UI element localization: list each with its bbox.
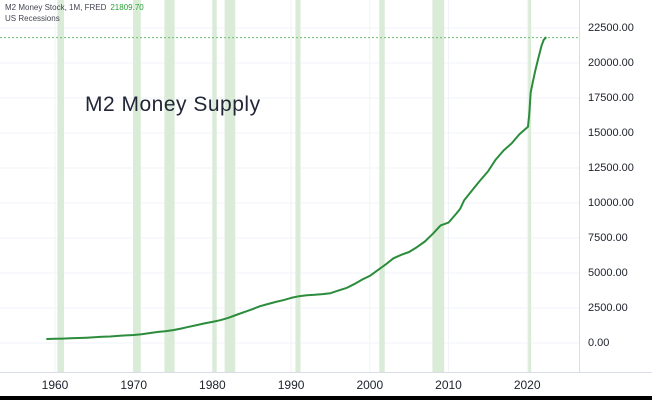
legend-series-value: 21809.70	[110, 3, 144, 12]
legend-main-series[interactable]: M2 Money Stock, 1M, FRED 21809.70	[5, 2, 144, 13]
price-axis-label: 0.00	[588, 337, 610, 349]
chart-legend: M2 Money Stock, 1M, FRED 21809.70 US Rece…	[5, 2, 144, 24]
price-axis-label: 2500.00	[588, 302, 628, 314]
recession-band	[224, 0, 236, 372]
legend-overlay-title: US Recessions	[5, 14, 60, 23]
time-axis-label: 1990	[277, 378, 305, 392]
m2-series-line	[46, 36, 547, 340]
price-axis-label: 17500.00	[588, 92, 634, 104]
price-axis[interactable]: 0.00 2500.00 5000.00 7500.00 10000.00 12500.0…	[579, 0, 652, 396]
price-axis-label: 5000.00	[588, 267, 628, 279]
price-axis-label: 20000.00	[588, 57, 634, 69]
time-axis[interactable]: 1960 1970 1980 1990 2000 2010 2020	[0, 372, 652, 396]
time-axis-label: 2020	[513, 378, 541, 392]
legend-series-title: M2 Money Stock, 1M, FRED	[5, 3, 107, 12]
price-axis-label: 22500.00	[588, 22, 634, 34]
recession-band	[57, 0, 65, 372]
price-axis-label: 10000.00	[588, 197, 634, 209]
price-axis-label: 15000.00	[588, 127, 634, 139]
recession-band	[379, 0, 385, 372]
recession-band	[164, 0, 175, 372]
plot-area[interactable]	[0, 0, 579, 372]
recession-band	[528, 0, 532, 372]
recession-band	[212, 0, 217, 372]
recession-band	[432, 0, 445, 372]
bottom-border-bar	[0, 396, 652, 400]
time-axis-label: 1970	[120, 378, 148, 392]
recession-band	[133, 0, 141, 372]
price-axis-label: 12500.00	[588, 162, 634, 174]
recession-band	[295, 0, 301, 372]
time-axis-label: 2010	[435, 378, 462, 392]
time-axis-label: 1980	[199, 378, 226, 392]
time-axis-label: 1960	[41, 378, 69, 392]
legend-recessions-overlay[interactable]: US Recessions	[5, 13, 144, 24]
time-axis-label: 2000	[356, 378, 384, 392]
price-axis-label: 7500.00	[588, 232, 628, 244]
